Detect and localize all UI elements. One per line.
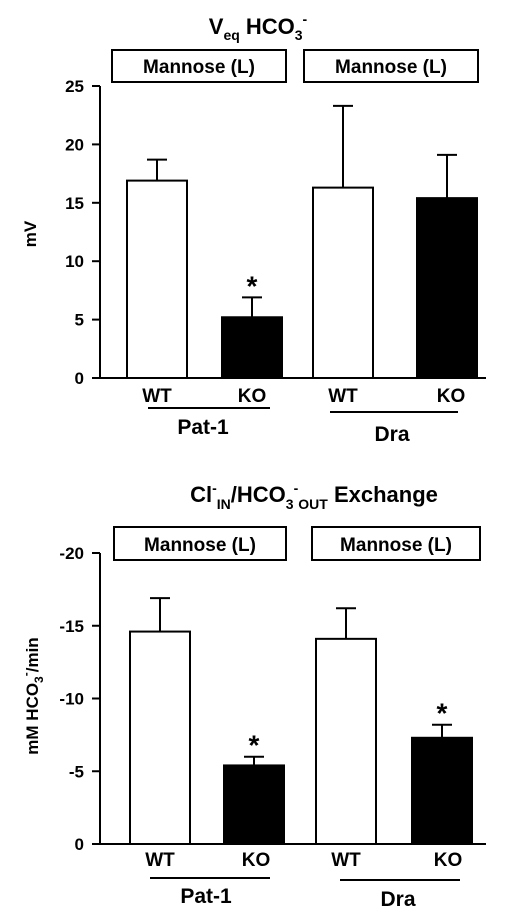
- bar-wt-pat1: [126, 179, 188, 379]
- bars-1: *: [126, 104, 478, 380]
- y-tick-label: 25: [65, 77, 84, 96]
- bar-wt-dra: [312, 186, 374, 379]
- category-label-1-wt-dra: WT: [328, 386, 358, 407]
- y-ticks-2: 0 -5 -10 -15 -20: [59, 544, 100, 854]
- y-tick-label: -5: [69, 762, 84, 781]
- panel-exchange: Cl-IN/HCO3-OUT Exchange Mannose (L) Mann…: [19, 480, 486, 911]
- chart-title-1: Veq HCO3-: [209, 11, 308, 43]
- category-label-2-ko-dra: KO: [434, 850, 463, 871]
- significance-marker: *: [247, 270, 258, 301]
- bar-wt-pat1: [129, 630, 191, 845]
- y-tick-label: 10: [65, 252, 84, 271]
- y-ticks-1: 0 5 10 15 20 25: [65, 77, 100, 388]
- y-tick-label: -20: [59, 544, 84, 563]
- category-label-2-wt-pat1: WT: [145, 850, 175, 871]
- significance-marker: *: [249, 730, 260, 761]
- bar-ko-dra: [411, 736, 473, 845]
- y-tick-label: -10: [59, 690, 84, 709]
- category-label-2-ko-pat1: KO: [242, 850, 271, 871]
- condition-box-1-right: [303, 49, 479, 83]
- condition-label-1-left: Mannose (L): [143, 57, 255, 78]
- y-tick-label: -15: [59, 617, 84, 636]
- y-axis-label-1: mV: [21, 220, 40, 247]
- y-axis-label-2: mM HCO3-/min: [19, 637, 46, 754]
- bar-ko-dra: [416, 197, 478, 379]
- bar-wt-dra: [315, 637, 377, 845]
- group-label-1-dra: Dra: [374, 423, 409, 446]
- group-label-1-pat1: Pat-1: [177, 416, 229, 439]
- panel-veq: Veq HCO3- Mannose (L) Mannose (L) mV 0 5 10…: [21, 11, 486, 446]
- y-tick-label: 0: [75, 835, 84, 854]
- condition-label-2-left: Mannose (L): [144, 535, 256, 556]
- category-label-1-ko-dra: KO: [437, 386, 466, 407]
- condition-label-2-right: Mannose (L): [340, 535, 452, 556]
- chart-title-2: Cl-IN/HCO3-OUT Exchange: [190, 480, 438, 512]
- significance-marker: *: [437, 698, 448, 729]
- group-label-2-pat1: Pat-1: [180, 885, 232, 908]
- category-label-1-ko-pat1: KO: [238, 386, 267, 407]
- category-label-2-wt-dra: WT: [331, 850, 361, 871]
- y-tick-label: 5: [75, 311, 84, 330]
- condition-label-1-right: Mannose (L): [335, 57, 447, 78]
- condition-box-1-left: [111, 49, 287, 83]
- bar-ko-pat1: [221, 316, 283, 380]
- category-label-1-wt-pat1: WT: [142, 386, 172, 407]
- condition-box-2-left: [113, 526, 287, 561]
- condition-box-2-right: [311, 526, 481, 561]
- y-tick-label: 0: [75, 369, 84, 388]
- bar-ko-pat1: [223, 764, 285, 845]
- bars-2: **: [129, 597, 473, 845]
- y-tick-label: 20: [65, 135, 84, 154]
- group-label-2-dra: Dra: [380, 888, 415, 911]
- y-tick-label: 15: [65, 194, 84, 213]
